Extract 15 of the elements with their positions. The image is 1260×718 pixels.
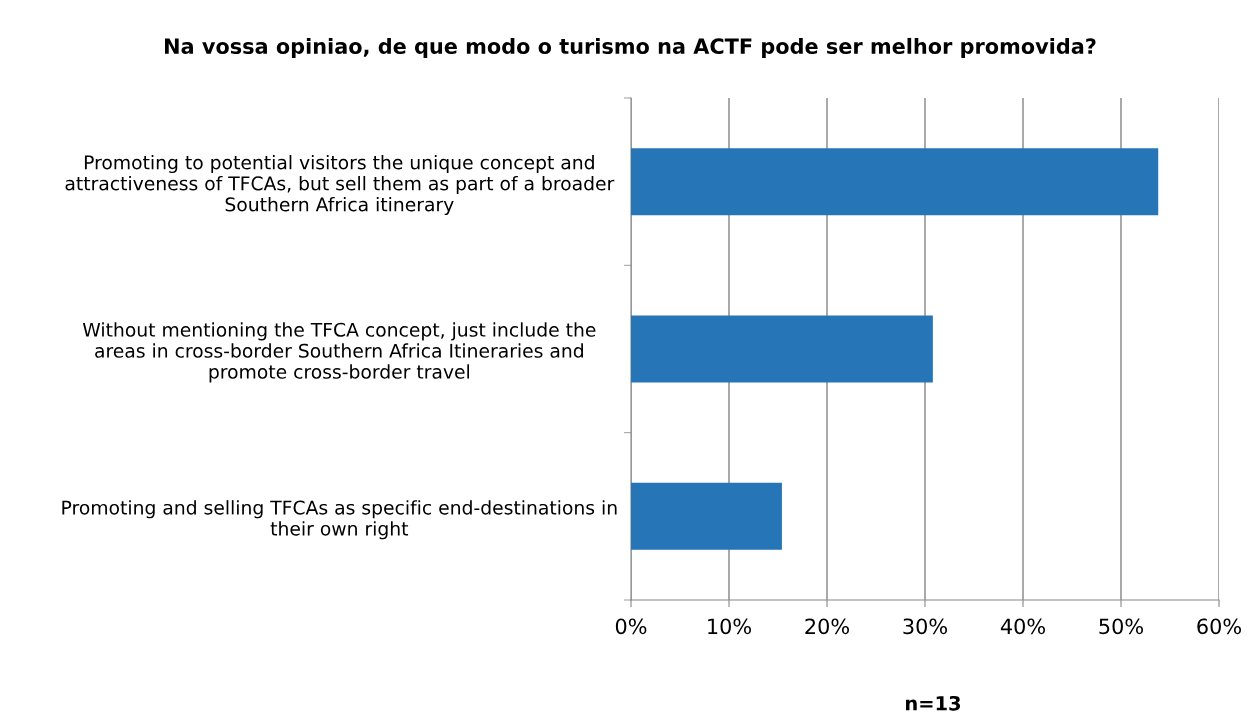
x-tick-label: 40%	[1000, 618, 1045, 635]
bar	[631, 148, 1159, 216]
x-tick-label: 60%	[1197, 618, 1241, 635]
text: n=13	[906, 695, 961, 711]
y-tick-label: Without mentioning the TFCA concept, just include the areas in cross-border Southern Africa Itineraries and promote cross-border travel	[82, 322, 596, 383]
chart-title: Na vossa opiniao, de que modo o turismo na ACTF pode ser melhor promovida?	[165, 37, 1096, 59]
x-tick-label: 10%	[708, 618, 751, 635]
y-tick-label: Promoting and selling TFCAs as specific end-destinations in their own right	[62, 500, 617, 540]
x-tick-label: 30%	[903, 618, 947, 635]
bar	[631, 315, 933, 383]
x-tick-label: 0%	[615, 618, 647, 635]
x-tick-label: 50%	[1099, 618, 1143, 635]
x-tick-label: 20%	[805, 618, 849, 635]
y-tick-label: Promoting to potential visitors the unique concept and attractiveness of TFCAs, but sell them as part of a broader Southern Africa itinerary	[65, 154, 615, 216]
bar	[631, 482, 782, 550]
